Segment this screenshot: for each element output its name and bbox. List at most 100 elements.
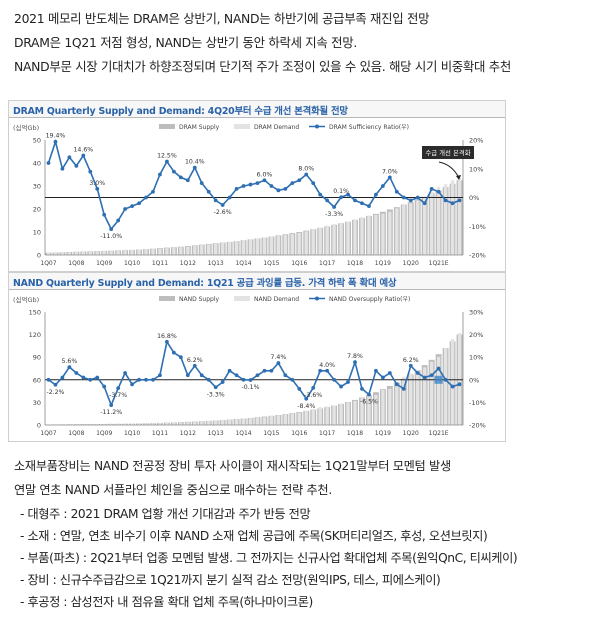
nand-ratio-point [227,368,232,373]
nand-legend-demand: NAND Demand [254,296,299,303]
dram-demand-bar [332,224,336,255]
nand-x-tick: 1Q14 [235,430,251,437]
intro-line: 2021 메모리 반도체는 DRAM은 상반기, NAND는 하반기에 공급부족… [14,11,430,26]
nand-ratio-point [374,368,378,373]
dram-ratio-point [67,155,72,160]
dram-ratio-point [457,198,462,203]
dram-demand-bar [158,248,162,255]
nand-ratio-point [123,371,128,375]
nand-ratio-point [220,380,225,384]
nand-legend-ratio: NAND Oversupply Ratio(우) [329,296,410,303]
dram-demand-bar [172,247,176,255]
dram-demand-bar [74,252,79,255]
dram-ratio-point [311,181,316,186]
nand-demand-bar [130,423,134,425]
dram-demand-bar [220,242,225,255]
dram-demand-bar [234,241,239,255]
nand-x-tick: 1Q17 [319,430,335,437]
nand-ratio-point [394,382,399,387]
nand-ratio-point [158,373,162,378]
nand-demand-bar [402,376,406,425]
nand-chart-title: NAND Quarterly Supply and Demand: 1Q21 공… [13,278,397,289]
dram-y-tick-left: 50 [33,137,41,145]
dram-y-tick-left: 10 [33,229,41,237]
nand-demand-bar [360,398,364,425]
dram-demand-bar [116,249,120,255]
dram-demand-bar [402,203,406,255]
dram-ratio-point [109,227,114,232]
nand-ratio-point [53,382,58,387]
dram-demand-bar [227,241,232,255]
nand-x-tick: 1Q12 [180,430,196,437]
nand-y-tick-left: 0 [37,422,41,430]
dram-demand-bar [311,229,315,255]
dram-demand-bar [123,249,127,255]
dram-ratio-point [116,218,121,223]
nand-ratio-point [234,373,239,378]
nand-demand-bar [436,356,441,425]
dram-ratio-point [318,192,323,197]
nand-ratio-point [171,350,176,355]
nand-y-tick-left: 60 [33,376,41,384]
dram-x-tick: 1Q15 [263,260,279,267]
dram-demand-bar [436,187,441,255]
nand-chart: (십억Gb) NAND Supply NAND Demand NAND Oversup… [13,295,486,437]
nand-demand-bar [290,413,294,425]
dram-demand-bar [346,221,350,255]
dram-data-label: 14.6% [73,147,93,154]
dram-demand-bar [95,251,99,255]
nand-demand-bar [325,406,329,425]
nand-demand-bar [241,418,246,425]
dram-demand-bar [409,203,413,255]
dram-ratio-point [199,181,204,186]
dram-ratio-point [206,189,211,194]
nand-data-label: -3.6% [304,392,322,399]
dram-demand-bar [144,249,148,255]
nand-data-label: -2.2% [46,389,64,396]
nand-ratio-point [262,368,267,373]
dram-demand-bar [241,240,246,255]
dram-demand-bar [60,252,65,255]
nand-ratio-point [60,375,65,380]
dram-demand-bar [283,234,288,255]
dram-ratio-point [151,189,155,194]
list-item: 부품(파츠) : 2Q21부터 업종 모멘텀 발생. 그 전까지는 신규사업 확… [20,549,584,567]
nand-ratio-point [346,380,350,384]
dram-ratio-point [401,195,406,200]
dram-y-tick-right: 10% [469,165,483,173]
dram-demand-bar [304,231,308,255]
nand-x-tick: 1Q19 [375,430,391,437]
dram-ratio-point [394,189,399,194]
dram-x-tick: 1Q21E [429,260,449,267]
nand-demand-bar [248,418,253,425]
dram-ratio-point [213,198,218,203]
dram-ratio-point [123,207,128,211]
nand-y-unit: (십억Gb) [13,295,39,304]
nand-ratio-point [443,377,448,382]
dram-demand-bar [367,215,371,255]
nand-ratio-point [241,377,246,382]
dram-ratio-point [234,186,239,191]
nand-y-tick-right: -20% [469,422,486,430]
dram-ratio-point [443,198,448,203]
nand-demand-bar [207,420,211,425]
dram-legend-ratio-marker [315,124,319,129]
dram-demand-bar [269,236,274,255]
nand-demand-bar [374,394,378,425]
dram-demand-bar [318,227,322,255]
dram-demand-bar [339,222,343,255]
nand-legend-demand-swatch [234,296,250,301]
intro-line: NAND부문 시장 기대치가 하향조정되며 단기적 주가 조정이 있을 수 있음… [14,59,511,74]
nand-demand-bar [220,419,225,425]
nand-ratio-point [269,368,274,373]
nand-y-tick-right: 0% [469,376,479,384]
nand-demand-bar [269,415,274,425]
nand-x-tick: 1Q07 [40,430,56,437]
nand-demand-bar [151,423,155,425]
nand-demand-bar [262,417,267,425]
dram-ratio-point [346,192,350,197]
dram-annotation-box [422,146,474,159]
dram-ratio-point [450,201,455,206]
dram-data-label: 6.0% [257,171,273,178]
nand-demand-bar [158,422,162,425]
